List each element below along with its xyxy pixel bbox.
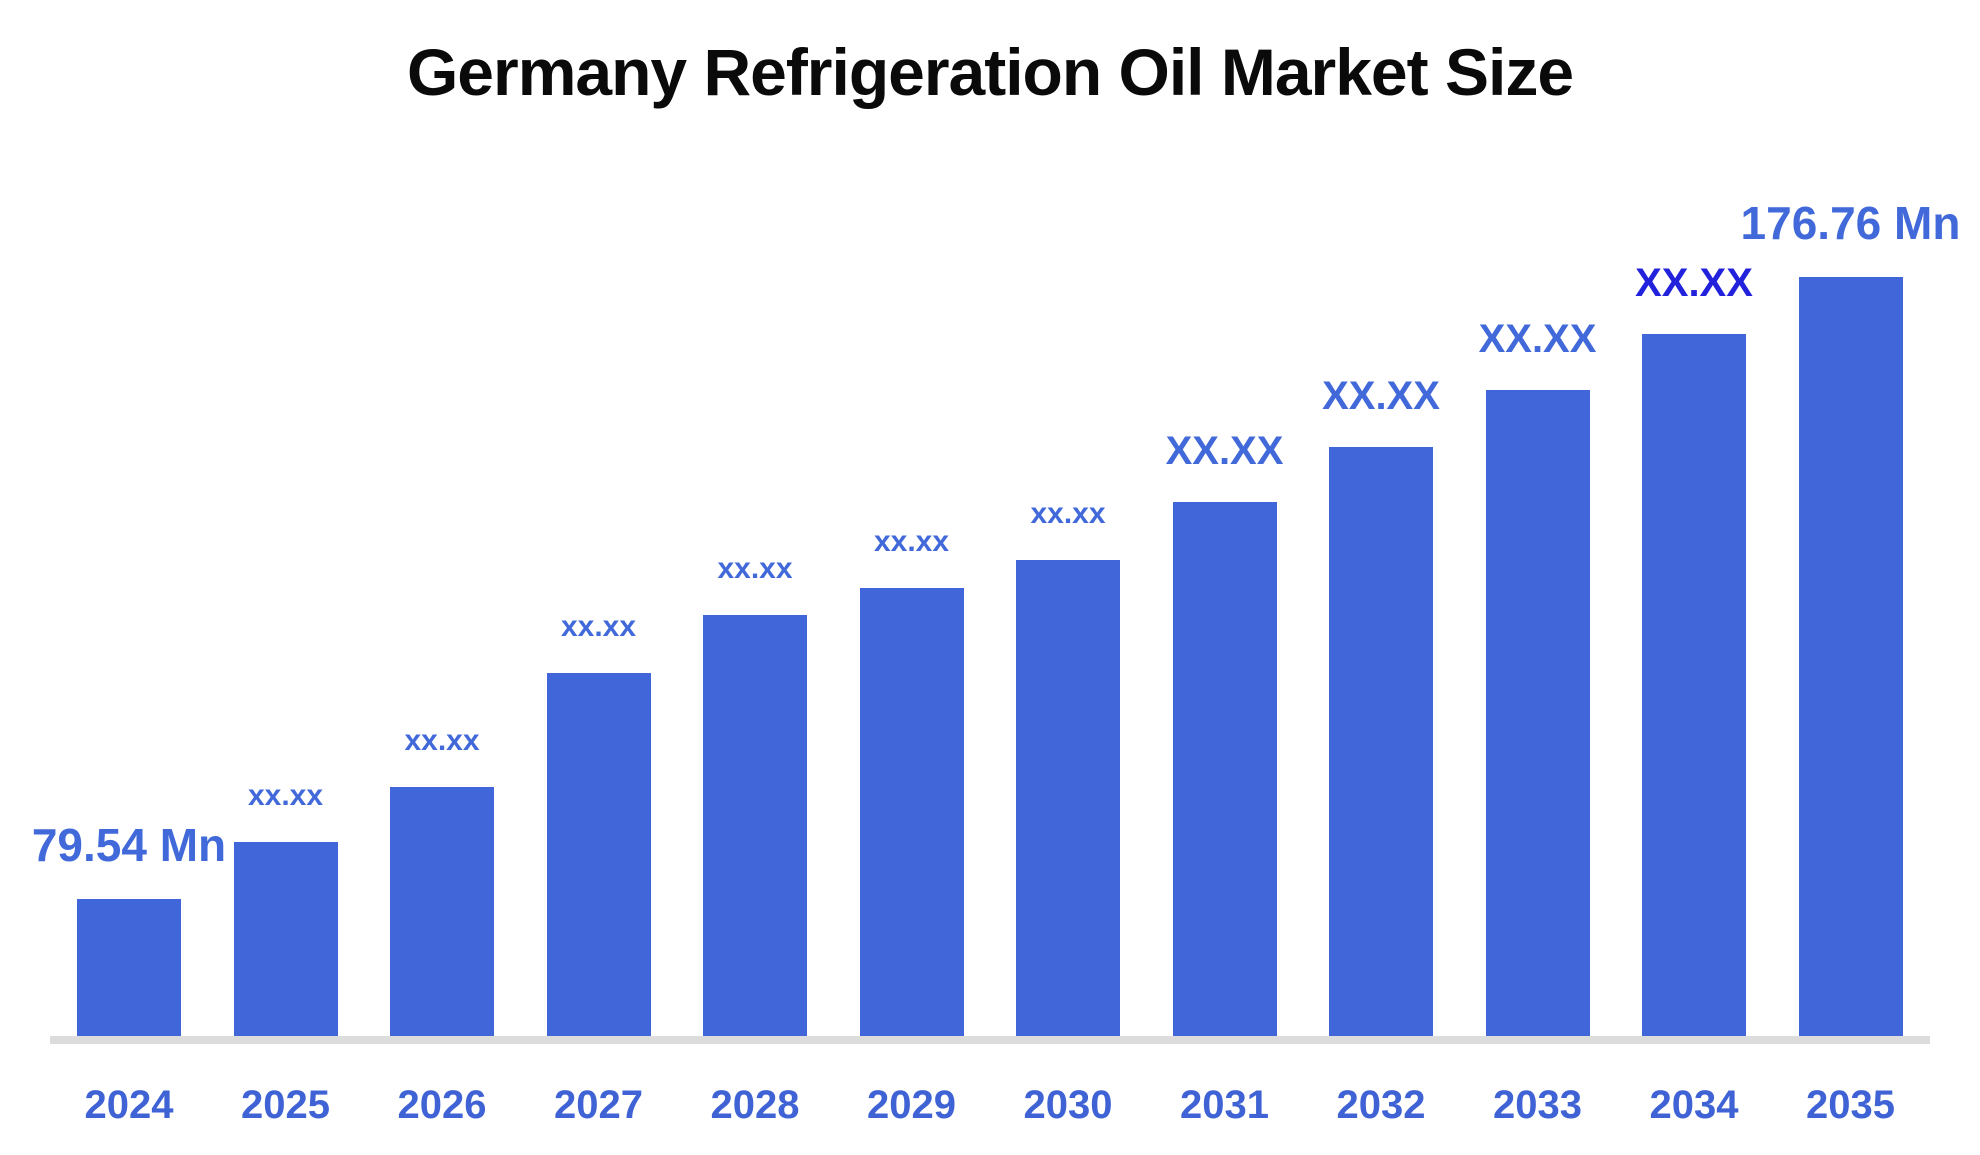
chart-title: Germany Refrigeration Oil Market Size	[406, 35, 1574, 109]
bar-2026	[390, 787, 494, 1036]
bar-value-label-2024: 79.54 Mn	[31, 819, 227, 871]
x-axis-label-2035: 2035	[1806, 1083, 1895, 1127]
bar-2024	[77, 899, 181, 1036]
x-axis-line	[50, 1036, 1930, 1044]
bar-value-label-2034: XX.XX	[1635, 261, 1753, 305]
x-axis-label-2029: 2029	[867, 1083, 956, 1127]
bar-2031	[1172, 502, 1277, 1036]
bar-2033	[1485, 390, 1590, 1036]
x-axis-label-2024: 2024	[84, 1083, 174, 1127]
x-axis-label-2028: 2028	[710, 1083, 800, 1127]
x-axis-label-2034: 2034	[1649, 1083, 1739, 1127]
bar-value-label-2025: xx.xx	[247, 779, 324, 812]
bar-2034	[1642, 334, 1746, 1036]
x-axis-label-2032: 2032	[1336, 1083, 1426, 1127]
x-axis-label-2031: 2031	[1180, 1083, 1269, 1127]
bar-value-label-2030: xx.xx	[1030, 497, 1106, 530]
bar-value-label-2028: xx.xx	[717, 552, 793, 585]
bar-value-label-2033: XX.XX	[1478, 317, 1597, 361]
x-axis-label-2025: 2025	[241, 1083, 330, 1127]
bar-2035	[1798, 277, 1903, 1036]
bar-2032	[1329, 447, 1433, 1036]
bar-value-label-2032: XX.XX	[1322, 374, 1440, 418]
bar-2030	[1016, 560, 1120, 1036]
bar-value-label-2027: xx.xx	[560, 610, 637, 643]
bar-value-label-2029: xx.xx	[873, 525, 950, 558]
x-axis-label-2030: 2030	[1023, 1083, 1113, 1127]
bar-2027	[546, 673, 651, 1036]
bar-2025	[233, 842, 338, 1036]
bar-value-label-2026: xx.xx	[404, 724, 480, 757]
x-axis-label-2026: 2026	[397, 1083, 487, 1127]
bar-value-label-2031: XX.XX	[1165, 429, 1284, 473]
x-axis-label-2027: 2027	[554, 1083, 643, 1127]
x-axis-label-2033: 2033	[1493, 1083, 1582, 1127]
bar-value-label-2035: 176.76 Mn	[1740, 197, 1961, 249]
bar-2028	[703, 615, 807, 1036]
bar-2029	[859, 588, 964, 1036]
